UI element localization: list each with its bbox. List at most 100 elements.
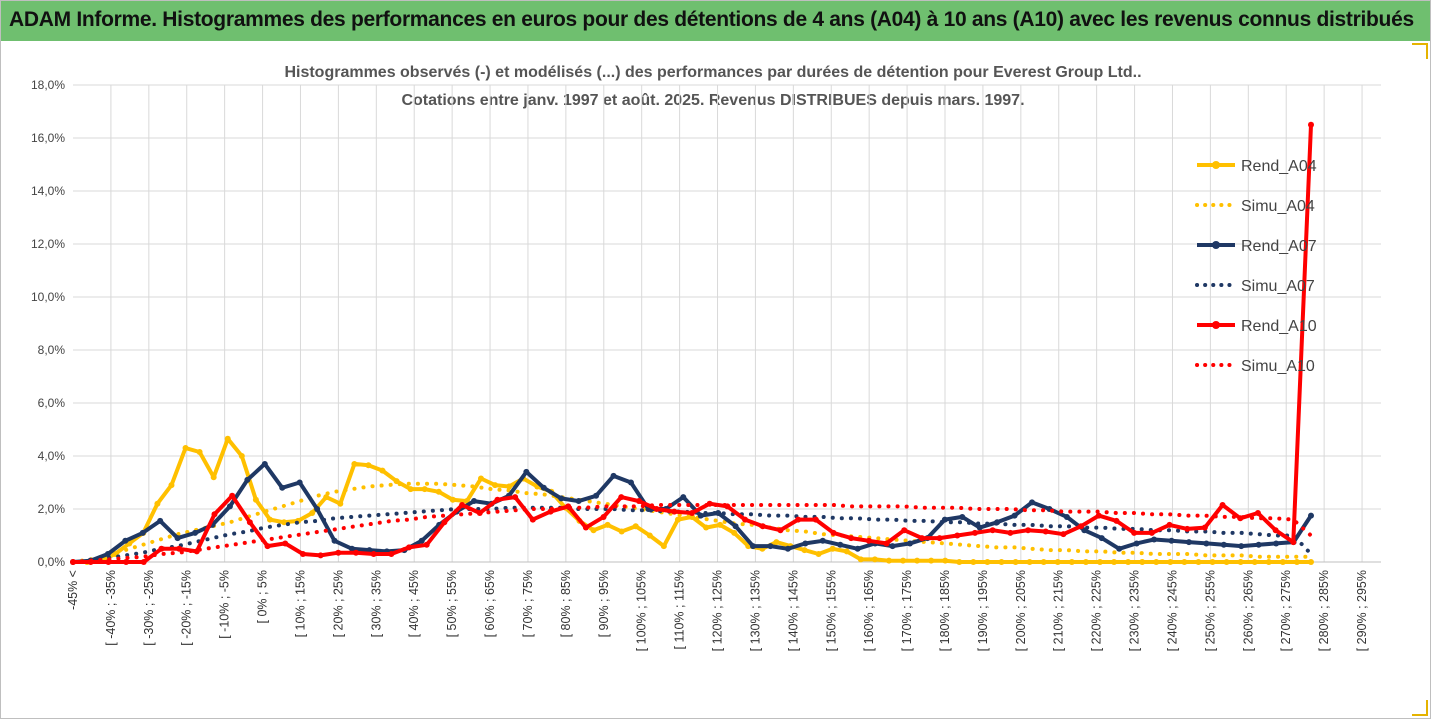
y-tick-label: 10,0%	[31, 290, 65, 304]
data-point	[494, 496, 501, 503]
data-point	[558, 495, 565, 502]
data-point	[1273, 540, 1280, 547]
data-point	[281, 519, 288, 526]
x-tick-label: [ 210% ; 215%	[1052, 570, 1066, 651]
data-point	[1133, 540, 1140, 547]
data-point	[717, 521, 724, 528]
data-point	[1054, 559, 1061, 565]
data-point	[1265, 559, 1272, 565]
x-tick-label: [ 70% ; 75%	[521, 570, 535, 637]
data-point	[829, 545, 836, 552]
data-point	[635, 498, 642, 505]
data-point	[918, 535, 925, 542]
data-point	[229, 492, 236, 499]
x-tick-label: [ 0% ; 5%	[256, 570, 270, 624]
data-point	[618, 494, 625, 501]
data-point	[210, 474, 217, 481]
data-point	[1153, 559, 1160, 565]
data-point	[1237, 559, 1244, 565]
data-point	[182, 445, 189, 452]
x-tick-label: [ 290% ; 295%	[1355, 570, 1369, 651]
data-point	[309, 509, 316, 516]
x-axis-ticks: -45% < [ -40% ; -35% [ -30% ; -25% [ -20% ;…	[66, 570, 1369, 651]
data-point	[1290, 539, 1297, 546]
y-tick-label: 16,0%	[31, 131, 65, 145]
data-point	[365, 462, 372, 469]
data-point	[1251, 559, 1258, 565]
data-point	[1131, 529, 1138, 536]
x-tick-label: [ 140% ; 145%	[786, 570, 800, 651]
data-point	[942, 557, 949, 564]
series-simu-a10	[71, 503, 1313, 564]
legend-label-simu-a07: Simu_A07	[1241, 278, 1315, 295]
data-point	[1168, 537, 1175, 544]
data-point	[379, 467, 386, 474]
data-point	[176, 545, 183, 552]
data-point	[104, 551, 111, 558]
data-point	[959, 513, 966, 520]
data-point	[1195, 559, 1202, 565]
data-point	[1042, 528, 1049, 535]
x-tick-label: [ 120% ; 125%	[711, 570, 725, 651]
data-point	[936, 535, 943, 542]
data-point	[1308, 121, 1314, 128]
data-point	[1201, 524, 1208, 531]
legend-marker	[1212, 321, 1220, 329]
data-point	[632, 523, 639, 530]
data-point	[459, 502, 466, 509]
data-point	[1223, 559, 1230, 565]
data-point	[279, 484, 286, 491]
data-point	[1184, 525, 1191, 532]
y-tick-label: 0,0%	[38, 555, 66, 569]
data-point	[582, 524, 589, 531]
selection-corner-top-right	[1412, 43, 1428, 59]
data-point	[671, 508, 678, 515]
data-point	[970, 559, 977, 565]
y-tick-label: 8,0%	[38, 343, 66, 357]
x-tick-label: [ 220% ; 225%	[1090, 570, 1104, 651]
gridlines	[73, 84, 1381, 563]
data-point	[998, 559, 1005, 565]
data-point	[1007, 529, 1014, 536]
data-point	[1068, 559, 1075, 565]
data-point	[122, 537, 129, 544]
data-point	[421, 486, 428, 493]
data-point	[337, 500, 344, 507]
data-point	[226, 503, 233, 510]
data-point	[773, 539, 780, 546]
data-point	[731, 529, 738, 536]
data-point	[1012, 559, 1019, 565]
x-tick-label: [ 130% ; 135%	[748, 570, 762, 651]
data-point	[1116, 545, 1123, 552]
data-point	[540, 484, 547, 491]
data-point	[653, 506, 660, 512]
x-tick-label: [ 100% ; 105%	[635, 570, 649, 651]
data-point	[1219, 502, 1226, 509]
x-tick-label: [ 190% ; 195%	[976, 570, 990, 651]
data-point	[1148, 529, 1155, 536]
data-point	[697, 512, 704, 519]
x-tick-label: [ 10% ; 15%	[293, 570, 307, 637]
data-point	[435, 488, 442, 495]
data-point	[393, 478, 400, 485]
data-point	[158, 545, 165, 552]
data-point	[971, 529, 978, 536]
data-point	[244, 476, 251, 483]
data-point	[370, 551, 377, 558]
data-point	[802, 540, 809, 547]
data-point	[848, 535, 855, 542]
performance-histogram-chart: Histogrammes observés (-) et modélisés (…	[31, 64, 1381, 651]
data-point	[889, 543, 896, 550]
data-point	[1293, 559, 1300, 565]
data-point	[211, 511, 218, 518]
x-tick-label: [ 110% ; 115%	[673, 570, 687, 649]
data-point	[192, 529, 199, 536]
selection-corner-bottom-right	[1412, 700, 1428, 716]
x-tick-label: [ 30% ; 35%	[369, 570, 383, 637]
data-point	[900, 557, 907, 564]
y-axis-ticks: 0,0% 2,0% 4,0% 6,0% 8,0% 10,0% 12,0% 14,0% 16,0%…	[31, 78, 65, 569]
data-point	[837, 541, 844, 548]
data-point	[418, 537, 425, 544]
data-point	[646, 532, 653, 539]
